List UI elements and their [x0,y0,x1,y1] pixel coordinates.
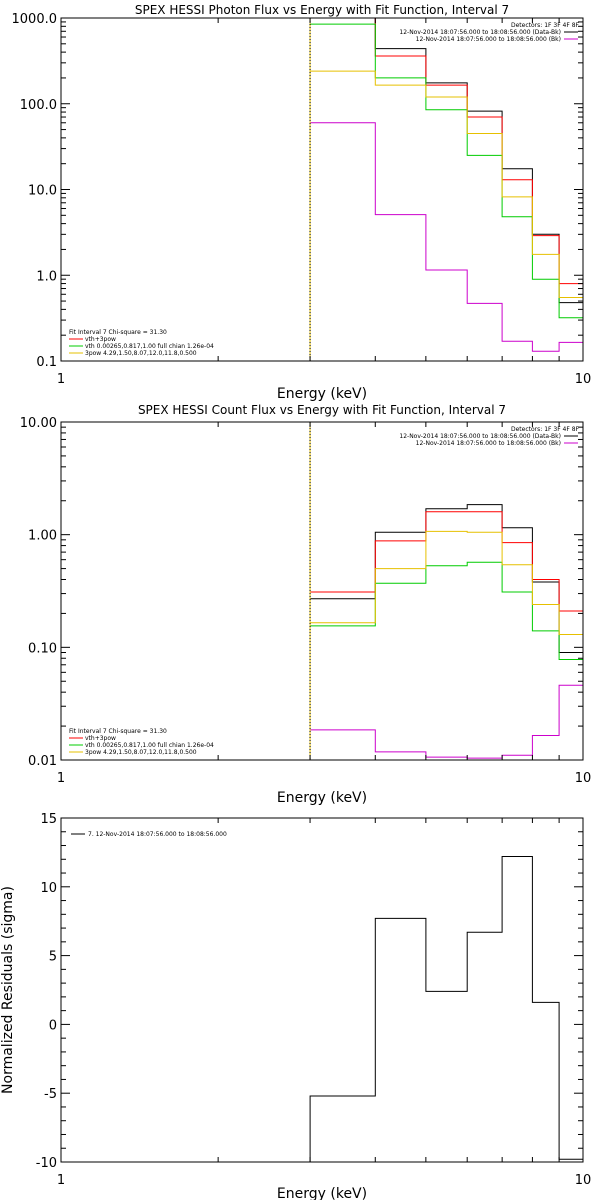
series-group [310,504,583,759]
y-tick-label: -10 [36,1156,57,1171]
series-vth-3pow-line [310,511,583,612]
y-tick-label: 0.1 [36,355,57,370]
y-tick-label: 0.01 [28,754,57,769]
y-tick-label: 10.0 [28,184,57,199]
fit-summary-text: Fit Interval 7 Chi-square = 31.30 [69,728,167,735]
chart-panel: 1 10 -10 -5 0 5 10 15 Energy (keV) Normalized Res… [0,812,591,1200]
series-vth-line [310,561,583,660]
x-tick-label: 10 [575,372,592,387]
legend-entry: vth 0.00265,0.817,1.00 full chian 1.26e-… [85,742,214,749]
detectors-text: Detectors: 1F 3F 4F 8F [511,22,580,29]
plot-frame [60,17,584,362]
x-axis-label: Energy (keV) [277,790,367,806]
series-bk-line [310,122,583,352]
y-tick-label: 1000.0 [12,12,58,27]
series-3pow-line [310,530,583,635]
legend-entry: vth+3pow [85,336,116,343]
legend-entry: 12-Nov-2014 18:07:56.000 to 18:08:56.000… [399,29,561,36]
legend-entry: 12-Nov-2014 18:07:56.000 to 18:08:56.000… [399,433,561,440]
legend-entry: 3pow 4.29,1.50,8.07,12.0,11.8,0.500 [85,350,197,357]
y-tick-label: 5 [49,950,57,965]
series-data-bk-line [374,18,583,304]
series-vth-line [310,23,583,319]
fit-summary-text: Fit Interval 7 Chi-square = 31.30 [69,329,167,336]
series-group [310,18,583,352]
chart-title: SPEX HESSI Photon Flux vs Energy with Fi… [135,3,509,17]
legend-entry: vth+3pow [85,735,116,742]
y-tick-label: 1.00 [28,529,57,544]
legend-entry: vth 0.00265,0.817,1.00 full chian 1.26e-… [85,343,214,350]
chart-panel: SPEX HESSI Count Flux vs Energy with Fit… [20,403,591,806]
y-tick-label: 0 [49,1018,57,1033]
series-bk-line [310,684,583,759]
chart-title: SPEX HESSI Count Flux vs Energy with Fit… [138,403,506,417]
y-axis-label: Normalized Residuals (sigma) [0,886,16,1094]
legend-entry: 12-Nov-2014 18:07:56.000 to 18:08:56.000… [416,440,561,447]
y-tick-label: 1.0 [36,269,57,284]
x-tick-label: 1 [57,771,65,786]
series-7-12-nov-2014-18-07-56-000-to-18-08-56-000-line [309,856,583,1162]
y-tick-label: 10.00 [20,416,57,431]
plot-frame [60,817,584,1163]
x-axis-label: Energy (keV) [277,1186,367,1200]
x-tick-label: 1 [57,372,65,387]
detectors-text: Detectors: 1F 3F 4F 8F [511,426,580,433]
legend-entry: 3pow 4.29,1.50,8.07,12.0,11.8,0.500 [85,749,197,756]
y-tick-label: 100.0 [20,98,57,113]
x-tick-label: 10 [575,1173,592,1188]
y-tick-label: -5 [44,1087,57,1102]
series-vth-3pow-line [374,18,583,285]
chart-panel: SPEX HESSI Photon Flux vs Energy with Fi… [12,3,592,402]
plot-frame [60,421,584,761]
series-group [309,856,583,1162]
y-tick-label: 10 [40,881,57,896]
y-tick-label: 15 [40,812,57,827]
series-data-bk-line [310,504,583,653]
x-axis-label: Energy (keV) [277,386,367,402]
legend-entry: 12-Nov-2014 18:07:56.000 to 18:08:56.000… [416,36,561,43]
x-tick-label: 1 [57,1173,65,1188]
x-tick-label: 10 [575,771,592,786]
y-tick-label: 0.10 [28,641,57,656]
legend-entry: 7. 12-Nov-2014 18:07:56.000 to 18:08:56.… [88,831,227,838]
series-3pow-line [310,70,583,298]
